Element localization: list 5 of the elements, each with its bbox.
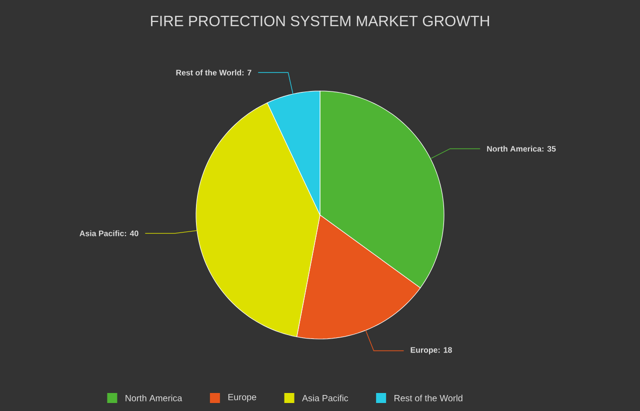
- legend-label: North America: [126, 394, 182, 402]
- chart-title: FIRE PROTECTION SYSTEM MARKET GROWTH: [151, 16, 489, 26]
- legend-label: Europe: [228, 394, 256, 402]
- legend-label: Rest of the World: [394, 394, 462, 402]
- legend-label: Asia Pacific: [302, 394, 348, 402]
